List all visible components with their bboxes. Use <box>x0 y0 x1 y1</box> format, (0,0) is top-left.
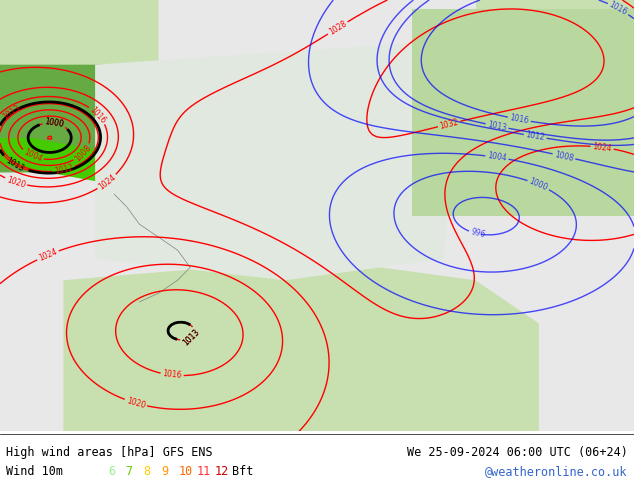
Polygon shape <box>63 259 539 431</box>
Text: 1000: 1000 <box>44 118 65 129</box>
Text: 1012: 1012 <box>525 130 545 143</box>
Text: 1024: 1024 <box>37 247 58 263</box>
Polygon shape <box>95 43 456 280</box>
Text: 1016: 1016 <box>607 0 629 17</box>
Text: 1008: 1008 <box>73 143 93 163</box>
Text: 1024: 1024 <box>97 172 117 192</box>
Text: @weatheronline.co.uk: @weatheronline.co.uk <box>485 465 628 478</box>
Text: We 25-09-2024 06:00 UTC (06+24): We 25-09-2024 06:00 UTC (06+24) <box>407 446 628 459</box>
Text: 1016: 1016 <box>88 105 108 125</box>
Text: 1004: 1004 <box>22 148 43 164</box>
Text: 12: 12 <box>214 465 228 478</box>
Text: 1013: 1013 <box>181 327 201 347</box>
Text: 1016: 1016 <box>509 113 529 125</box>
Text: 11: 11 <box>197 465 210 478</box>
Polygon shape <box>0 65 139 172</box>
Text: 1000: 1000 <box>527 177 549 193</box>
Text: 1013: 1013 <box>4 156 26 173</box>
Text: 1016: 1016 <box>162 369 182 381</box>
Polygon shape <box>476 0 634 108</box>
Polygon shape <box>0 138 127 181</box>
Text: 1032: 1032 <box>439 117 460 131</box>
Text: Bft: Bft <box>232 465 254 478</box>
Text: 6: 6 <box>108 465 115 478</box>
Text: 7: 7 <box>126 465 133 478</box>
Text: 996: 996 <box>470 228 486 240</box>
Polygon shape <box>412 9 634 216</box>
Text: 1012: 1012 <box>53 164 74 176</box>
Text: 1013: 1013 <box>1 103 22 122</box>
Text: 1028: 1028 <box>327 19 348 37</box>
Text: 1024: 1024 <box>592 142 612 153</box>
Text: 8: 8 <box>143 465 150 478</box>
Text: 1000: 1000 <box>44 118 65 129</box>
Text: 1020: 1020 <box>126 396 146 410</box>
Text: 1004: 1004 <box>487 151 507 163</box>
Text: 9: 9 <box>161 465 168 478</box>
Text: 1013: 1013 <box>181 327 201 347</box>
Text: 1013: 1013 <box>487 120 507 132</box>
Text: Wind 10m: Wind 10m <box>6 465 63 478</box>
Text: 1020: 1020 <box>5 175 27 190</box>
Text: 1008: 1008 <box>553 150 574 163</box>
Polygon shape <box>0 0 158 129</box>
Text: 10: 10 <box>179 465 193 478</box>
Text: High wind areas [hPa] GFS ENS: High wind areas [hPa] GFS ENS <box>6 446 213 459</box>
